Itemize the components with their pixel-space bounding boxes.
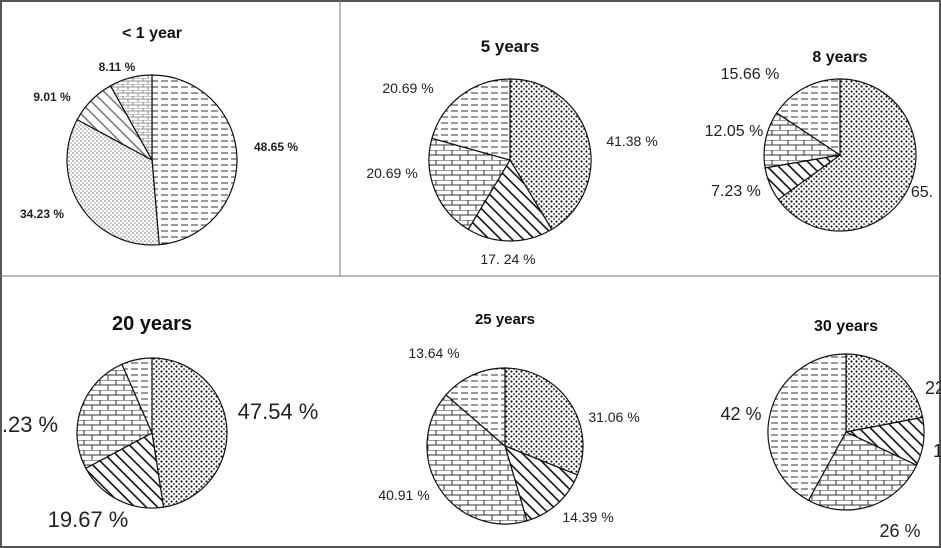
pie-chart-1: < 1 year 48.65 % 34.23 % 9.01 % 8.11 % [20,25,298,246]
pie-slice-label: 20.69 % [366,165,417,181]
pie-title: 20 years [112,313,192,335]
pie-slice-label: 1 [933,441,941,461]
pie-slice-label: 41.38 % [606,133,657,149]
pie-slice [445,367,506,448]
pie-slice-label: 19.67 % [48,507,129,532]
pie-title: 5 years [481,37,540,56]
pie-slice-label: 7.23 % [711,183,761,200]
pie-slice-label: 13.64 % [408,345,459,361]
pie-slice-label: 20.69 % [382,80,433,96]
pie-slice-label: 17. 24 % [480,251,535,267]
pie-slice [426,394,528,525]
pie-slice-label: 22 [925,378,941,398]
pie-chart-5: 25 years 31.06 % 14.39 % 40.91 % 13.64 % [378,311,639,525]
pie-slice [509,78,592,231]
pie-slice-label: 40.91 % [378,487,429,503]
pie-slice [151,74,238,246]
pie-slice-label: 15.66 % [721,66,780,83]
pie-slice-label: 12.05 % [705,123,764,140]
pie-title: 30 years [814,318,878,335]
pie-title: 25 years [475,311,535,328]
pie-slice [431,78,511,161]
pie-slice [775,78,841,157]
pie-chart-6: 30 years 22 1 26 % 42 % [720,318,941,541]
pie-slice-label: 47.54 % [238,399,319,424]
pie-slice-label: 8.11 % [99,60,136,74]
pie-slice-label: 9.01 % [33,90,71,104]
pie-slice [504,367,584,476]
pie-slice [151,357,228,508]
pie-slice [109,74,153,163]
pie-slice-label: 65. [911,184,933,201]
pie-slice-label: 42 % [720,404,761,424]
pie-slice-label: 26 % [879,521,920,541]
pie-title: 8 years [812,49,867,66]
pie-slice-label: 31.06 % [588,409,639,425]
pie-panels: < 1 year 48.65 % 34.23 % 9.01 % 8.11 % 5 year… [2,25,941,541]
pie-slice [84,432,165,509]
pie-slice [66,118,160,246]
pie-slice-label: 48.65 % [254,140,298,154]
pie-slice [767,353,847,502]
pie-slice-label: 34.23 % [20,207,64,221]
pie-slice [121,357,153,434]
pie-title: < 1 year [122,25,182,42]
pie-slice [504,444,579,522]
pie-slice [428,137,511,231]
pie-chart-4: 20 years 47.54 % 19.67 % .23 % [2,313,319,532]
pie-slice [845,353,924,433]
pie-chart-3: 8 years 65. 7.23 % 12.05 % 15.66 % [705,49,933,232]
pie-slice [467,158,553,242]
pie-chart-2: 5 years 41.38 % 17. 24 % 20.69 % 20.69 % [366,37,657,267]
pie-slice-label: .23 % [2,412,58,437]
pie-slice [777,78,917,232]
pie-slice-label: 14.39 % [562,509,613,525]
